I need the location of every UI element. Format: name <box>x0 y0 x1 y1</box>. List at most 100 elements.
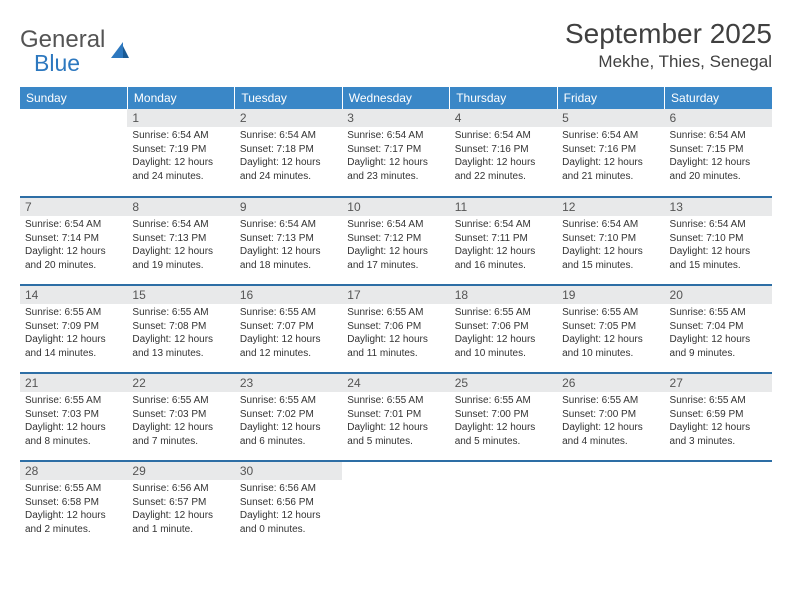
calendar-cell <box>342 461 449 549</box>
day-details: Sunrise: 6:55 AMSunset: 7:07 PMDaylight:… <box>235 304 342 364</box>
day-details: Sunrise: 6:54 AMSunset: 7:19 PMDaylight:… <box>127 127 234 187</box>
day-details: Sunrise: 6:55 AMSunset: 7:08 PMDaylight:… <box>127 304 234 364</box>
calendar-cell: 26Sunrise: 6:55 AMSunset: 7:00 PMDayligh… <box>557 373 664 461</box>
calendar-cell: 3Sunrise: 6:54 AMSunset: 7:17 PMDaylight… <box>342 109 449 197</box>
day-details: Sunrise: 6:56 AMSunset: 6:57 PMDaylight:… <box>127 480 234 540</box>
day-number: 27 <box>665 374 772 392</box>
calendar-cell <box>450 461 557 549</box>
day-number: 15 <box>127 286 234 304</box>
weekday-header: Tuesday <box>235 87 342 109</box>
brand-name-1: General <box>20 26 105 53</box>
day-number: 5 <box>557 109 664 127</box>
calendar-cell: 7Sunrise: 6:54 AMSunset: 7:14 PMDaylight… <box>20 197 127 285</box>
day-number: 24 <box>342 374 449 392</box>
day-number: 17 <box>342 286 449 304</box>
calendar-cell: 18Sunrise: 6:55 AMSunset: 7:06 PMDayligh… <box>450 285 557 373</box>
day-details: Sunrise: 6:54 AMSunset: 7:18 PMDaylight:… <box>235 127 342 187</box>
weekday-header: Friday <box>557 87 664 109</box>
day-number: 21 <box>20 374 127 392</box>
day-details: Sunrise: 6:55 AMSunset: 7:05 PMDaylight:… <box>557 304 664 364</box>
day-details: Sunrise: 6:56 AMSunset: 6:56 PMDaylight:… <box>235 480 342 540</box>
day-number: 23 <box>235 374 342 392</box>
brand-name-2: Blue <box>34 50 105 77</box>
calendar-cell: 12Sunrise: 6:54 AMSunset: 7:10 PMDayligh… <box>557 197 664 285</box>
calendar-cell: 6Sunrise: 6:54 AMSunset: 7:15 PMDaylight… <box>665 109 772 197</box>
day-number: 11 <box>450 198 557 216</box>
day-number: 9 <box>235 198 342 216</box>
calendar-page: General Blue September 2025 Mekhe, Thies… <box>0 0 792 567</box>
calendar-cell: 8Sunrise: 6:54 AMSunset: 7:13 PMDaylight… <box>127 197 234 285</box>
calendar-table: SundayMondayTuesdayWednesdayThursdayFrid… <box>20 87 772 549</box>
day-number: 2 <box>235 109 342 127</box>
calendar-cell: 19Sunrise: 6:55 AMSunset: 7:05 PMDayligh… <box>557 285 664 373</box>
calendar-cell: 22Sunrise: 6:55 AMSunset: 7:03 PMDayligh… <box>127 373 234 461</box>
calendar-cell: 17Sunrise: 6:55 AMSunset: 7:06 PMDayligh… <box>342 285 449 373</box>
calendar-cell: 23Sunrise: 6:55 AMSunset: 7:02 PMDayligh… <box>235 373 342 461</box>
day-number: 22 <box>127 374 234 392</box>
day-details: Sunrise: 6:55 AMSunset: 6:59 PMDaylight:… <box>665 392 772 452</box>
day-details: Sunrise: 6:54 AMSunset: 7:16 PMDaylight:… <box>450 127 557 187</box>
day-details: Sunrise: 6:54 AMSunset: 7:15 PMDaylight:… <box>665 127 772 187</box>
calendar-cell <box>557 461 664 549</box>
day-details: Sunrise: 6:55 AMSunset: 7:00 PMDaylight:… <box>450 392 557 452</box>
day-number: 10 <box>342 198 449 216</box>
calendar-cell: 30Sunrise: 6:56 AMSunset: 6:56 PMDayligh… <box>235 461 342 549</box>
day-number: 6 <box>665 109 772 127</box>
calendar-cell: 21Sunrise: 6:55 AMSunset: 7:03 PMDayligh… <box>20 373 127 461</box>
day-number: 16 <box>235 286 342 304</box>
day-details: Sunrise: 6:55 AMSunset: 7:00 PMDaylight:… <box>557 392 664 452</box>
calendar-cell: 10Sunrise: 6:54 AMSunset: 7:12 PMDayligh… <box>342 197 449 285</box>
title-block: September 2025 Mekhe, Thies, Senegal <box>565 18 772 72</box>
day-details: Sunrise: 6:54 AMSunset: 7:10 PMDaylight:… <box>665 216 772 276</box>
weekday-header: Saturday <box>665 87 772 109</box>
calendar-cell: 27Sunrise: 6:55 AMSunset: 6:59 PMDayligh… <box>665 373 772 461</box>
calendar-cell: 24Sunrise: 6:55 AMSunset: 7:01 PMDayligh… <box>342 373 449 461</box>
day-number: 1 <box>127 109 234 127</box>
calendar-cell: 4Sunrise: 6:54 AMSunset: 7:16 PMDaylight… <box>450 109 557 197</box>
weekday-header: Wednesday <box>342 87 449 109</box>
day-details: Sunrise: 6:55 AMSunset: 7:03 PMDaylight:… <box>127 392 234 452</box>
month-title: September 2025 <box>565 18 772 50</box>
header: General Blue September 2025 Mekhe, Thies… <box>20 18 772 77</box>
day-details: Sunrise: 6:54 AMSunset: 7:13 PMDaylight:… <box>127 216 234 276</box>
sail-icon <box>109 40 131 69</box>
day-number: 8 <box>127 198 234 216</box>
calendar-cell: 29Sunrise: 6:56 AMSunset: 6:57 PMDayligh… <box>127 461 234 549</box>
calendar-cell: 11Sunrise: 6:54 AMSunset: 7:11 PMDayligh… <box>450 197 557 285</box>
day-number: 7 <box>20 198 127 216</box>
brand-logo: General Blue <box>20 18 131 77</box>
weekday-header: Sunday <box>20 87 127 109</box>
day-details: Sunrise: 6:54 AMSunset: 7:11 PMDaylight:… <box>450 216 557 276</box>
weekday-header: Monday <box>127 87 234 109</box>
day-details: Sunrise: 6:55 AMSunset: 7:06 PMDaylight:… <box>450 304 557 364</box>
day-details: Sunrise: 6:54 AMSunset: 7:13 PMDaylight:… <box>235 216 342 276</box>
day-details: Sunrise: 6:54 AMSunset: 7:14 PMDaylight:… <box>20 216 127 276</box>
day-details: Sunrise: 6:54 AMSunset: 7:16 PMDaylight:… <box>557 127 664 187</box>
calendar-cell: 1Sunrise: 6:54 AMSunset: 7:19 PMDaylight… <box>127 109 234 197</box>
day-details: Sunrise: 6:55 AMSunset: 7:06 PMDaylight:… <box>342 304 449 364</box>
day-details: Sunrise: 6:55 AMSunset: 7:09 PMDaylight:… <box>20 304 127 364</box>
calendar-body: 1Sunrise: 6:54 AMSunset: 7:19 PMDaylight… <box>20 109 772 549</box>
day-details: Sunrise: 6:54 AMSunset: 7:12 PMDaylight:… <box>342 216 449 276</box>
day-details: Sunrise: 6:55 AMSunset: 7:02 PMDaylight:… <box>235 392 342 452</box>
day-details: Sunrise: 6:54 AMSunset: 7:10 PMDaylight:… <box>557 216 664 276</box>
day-number: 20 <box>665 286 772 304</box>
day-number: 25 <box>450 374 557 392</box>
calendar-cell: 28Sunrise: 6:55 AMSunset: 6:58 PMDayligh… <box>20 461 127 549</box>
day-details: Sunrise: 6:55 AMSunset: 7:01 PMDaylight:… <box>342 392 449 452</box>
day-details: Sunrise: 6:55 AMSunset: 6:58 PMDaylight:… <box>20 480 127 540</box>
day-number: 13 <box>665 198 772 216</box>
calendar-cell: 14Sunrise: 6:55 AMSunset: 7:09 PMDayligh… <box>20 285 127 373</box>
calendar-cell: 13Sunrise: 6:54 AMSunset: 7:10 PMDayligh… <box>665 197 772 285</box>
calendar-cell <box>665 461 772 549</box>
calendar-cell: 15Sunrise: 6:55 AMSunset: 7:08 PMDayligh… <box>127 285 234 373</box>
calendar-cell <box>20 109 127 197</box>
calendar-cell: 2Sunrise: 6:54 AMSunset: 7:18 PMDaylight… <box>235 109 342 197</box>
day-number: 30 <box>235 462 342 480</box>
weekday-header: Thursday <box>450 87 557 109</box>
day-number: 4 <box>450 109 557 127</box>
brand-text: General Blue <box>20 26 105 77</box>
day-number: 19 <box>557 286 664 304</box>
day-number: 12 <box>557 198 664 216</box>
location-subtitle: Mekhe, Thies, Senegal <box>565 52 772 72</box>
